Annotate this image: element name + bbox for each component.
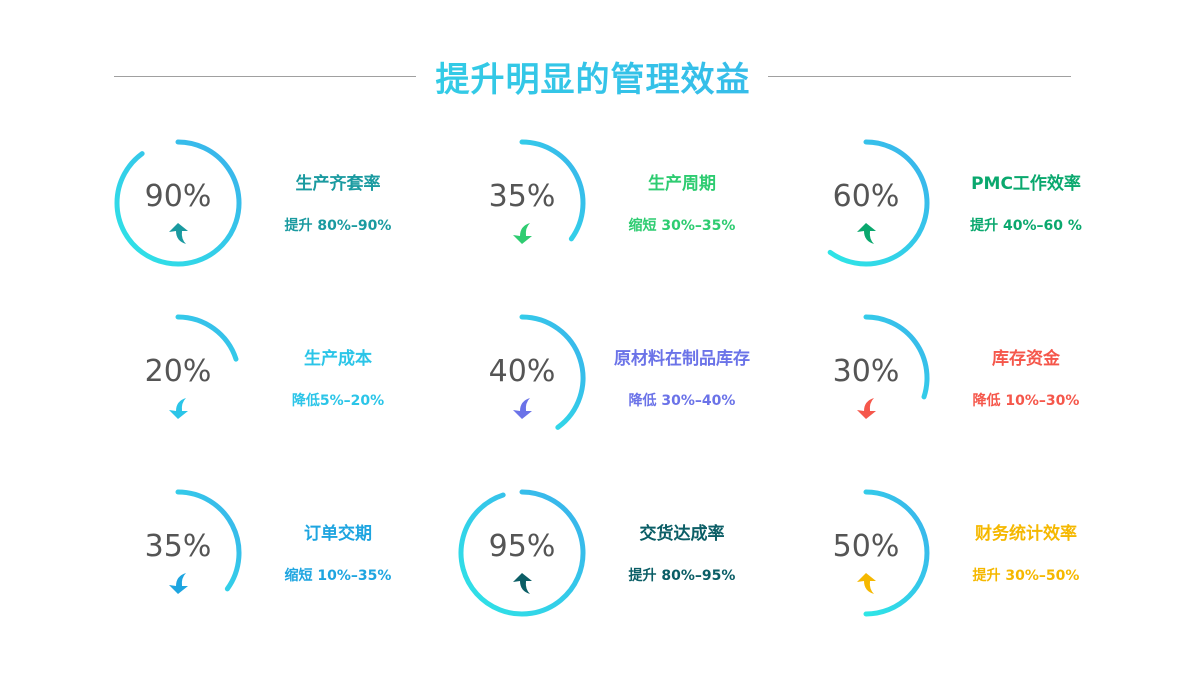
card-inventory-funds: 30% 库存资金 降低 10%–30% <box>796 308 1136 448</box>
progress-arc <box>175 489 242 592</box>
progress-arc <box>863 314 930 400</box>
metric-name: 生产周期 <box>648 174 716 194</box>
progress-arc <box>863 489 930 617</box>
percent-value: 60% <box>832 179 900 214</box>
metric-name: 库存资金 <box>992 349 1060 369</box>
percent-value: 35% <box>144 529 212 564</box>
percent-value: 30% <box>832 354 900 389</box>
card-kitting-rate: 90% 生产齐套率 提升 80%–90% <box>108 133 448 273</box>
title-rule-left <box>114 76 416 77</box>
arrow-down-icon <box>169 573 188 594</box>
metric-name: 交货达成率 <box>639 524 725 544</box>
progress-ring <box>175 489 242 592</box>
metric-name: 生产成本 <box>304 349 372 369</box>
title-rule-right <box>768 76 1071 77</box>
metric-name: 原材料在制品库存 <box>614 349 750 369</box>
metric-description: 提升 80%–95% <box>628 568 736 584</box>
percent-value: 90% <box>144 179 212 214</box>
percent-value: 20% <box>144 354 212 389</box>
progress-arc <box>114 139 242 267</box>
arrow-up-icon <box>169 223 188 244</box>
metric-description: 降低5%–20% <box>291 393 385 409</box>
card-wip-inventory: 40% 原材料在制品库存 降低 30%–40% <box>452 308 792 448</box>
metric-description: 降低 30%–40% <box>628 393 736 409</box>
card-production-cost: 20% 生产成本 降低5%–20% <box>108 308 448 448</box>
arrow-down-icon <box>513 398 532 419</box>
progress-ring <box>458 489 586 617</box>
metric-description: 缩短 30%–35% <box>628 218 736 234</box>
card-order-leadtime: 35% 订单交期 缩短 10%–35% <box>108 483 448 623</box>
metric-description: 提升 80%–90% <box>284 218 392 234</box>
metric-description: 提升 40%–60 % <box>970 218 1082 234</box>
percent-value: 40% <box>488 354 556 389</box>
card-production-cycle: 35% 生产周期 缩短 30%–35% <box>452 133 792 273</box>
card-delivery-rate: 95% 交货达成率 提升 80%–95% <box>452 483 792 623</box>
arrow-down-icon <box>513 223 532 244</box>
metric-name: 生产齐套率 <box>295 174 381 194</box>
progress-ring <box>863 314 930 400</box>
progress-arc <box>519 139 586 242</box>
progress-arc <box>827 139 930 267</box>
metric-name: PMC工作效率 <box>971 174 1081 194</box>
arrow-up-icon <box>857 573 876 594</box>
percent-value: 50% <box>832 529 900 564</box>
progress-ring <box>114 139 242 267</box>
page-title: 提升明显的管理效益 <box>0 52 1186 101</box>
progress-ring <box>827 139 930 267</box>
card-pmc-efficiency: 60% PMC工作效率 提升 40%–60 % <box>796 133 1136 273</box>
metric-description: 缩短 10%–35% <box>284 568 392 584</box>
arrow-up-icon <box>513 573 532 594</box>
metric-description: 降低 10%–30% <box>972 393 1080 409</box>
card-finance-efficiency: 50% 财务统计效率 提升 30%–50% <box>796 483 1136 623</box>
metric-description: 提升 30%–50% <box>972 568 1080 584</box>
metric-name: 财务统计效率 <box>975 524 1077 544</box>
progress-ring <box>519 314 586 430</box>
progress-ring <box>519 139 586 242</box>
progress-ring <box>863 489 930 617</box>
progress-arc <box>175 314 239 362</box>
progress-arc <box>519 314 586 430</box>
arrow-up-icon <box>857 223 876 244</box>
metric-name: 订单交期 <box>304 524 372 544</box>
progress-ring <box>175 314 239 362</box>
percent-value: 35% <box>488 179 556 214</box>
arrow-down-icon <box>169 398 188 419</box>
arrow-down-icon <box>857 398 876 419</box>
percent-value: 95% <box>488 529 556 564</box>
progress-arc <box>458 489 586 617</box>
